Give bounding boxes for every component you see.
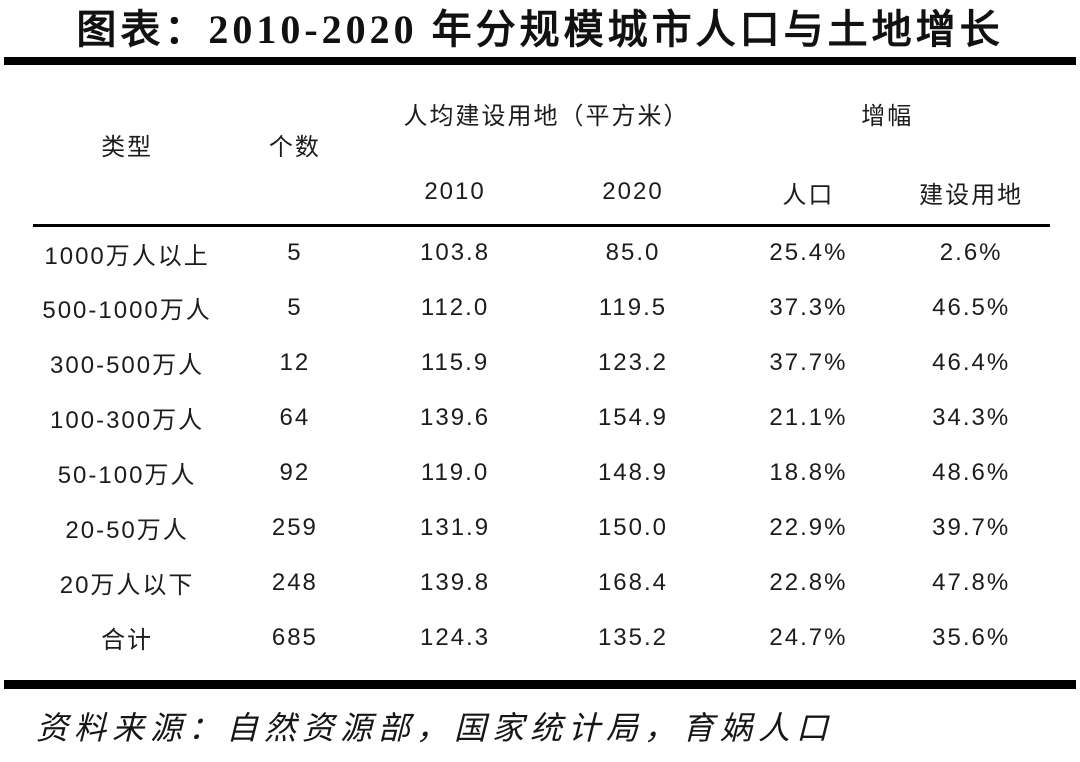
cell: 39.7% <box>932 513 1011 541</box>
row-label: 20万人以下 <box>59 572 195 599</box>
cell: 131.9 <box>420 513 491 541</box>
cell: 135.2 <box>597 623 669 651</box>
cell: 85.0 <box>605 239 661 267</box>
cell: 22.9% <box>769 513 848 541</box>
cell: 5 <box>287 239 303 267</box>
table-row: 20-50万人 259 131.9 150.0 22.9% 39.7% <box>33 500 1050 555</box>
cell: 35.6% <box>932 623 1011 651</box>
row-label: 50-100万人 <box>57 462 197 489</box>
col-header-population: 人口 <box>724 161 893 227</box>
row-label: 合计 <box>101 627 154 654</box>
source-note: 资料来源：自然资源部，国家统计局，育娲人口 <box>36 710 835 746</box>
cell: 123.2 <box>597 348 669 376</box>
table-header: 类型 个数 人均建设用地（平方米） 增幅 2010 2020 人口 建设用地 <box>33 65 1050 227</box>
col-header-2020: 2020 <box>541 161 725 227</box>
cell: 168.4 <box>597 568 669 596</box>
table-row: 50-100万人 92 119.0 148.9 18.8% 48.6% <box>33 445 1050 500</box>
cell: 2.6% <box>939 239 1003 267</box>
cell: 24.7% <box>769 623 848 651</box>
col-group-land-per-capita: 人均建设用地（平方米） <box>403 102 690 130</box>
table-body: 1000万人以上 5 103.8 85.0 25.4% 2.6% 500-1000万人 5 11… <box>33 225 1050 665</box>
figure-title: 图表：2010-2020 年分规模城市人口与土地增长 <box>76 7 1004 52</box>
cell: 46.5% <box>932 293 1011 321</box>
table-row: 1000万人以上 5 103.8 85.0 25.4% 2.6% <box>33 225 1050 280</box>
cell: 64 <box>279 403 311 431</box>
cell: 21.1% <box>769 403 848 431</box>
cell: 47.8% <box>932 568 1011 596</box>
col-header-type: 类型 <box>33 65 222 227</box>
col-group-growth: 增幅 <box>861 102 914 130</box>
cell: 685 <box>271 623 318 651</box>
cell: 119.0 <box>420 458 490 486</box>
title-divider <box>4 57 1076 65</box>
cell: 25.4% <box>769 239 848 267</box>
cell: 124.3 <box>420 623 491 651</box>
col-header-2010: 2010 <box>368 161 542 227</box>
table-row: 20万人以下 248 139.8 168.4 22.8% 47.8% <box>33 555 1050 610</box>
table-bottom-spacer <box>0 665 1080 677</box>
row-label: 20-50万人 <box>65 517 189 544</box>
header-group-row: 类型 个数 人均建设用地（平方米） 增幅 <box>33 65 1050 227</box>
cell: 148.9 <box>597 458 669 486</box>
cell: 34.3% <box>932 403 1011 431</box>
row-label: 100-300万人 <box>50 407 205 434</box>
cell: 115.9 <box>420 348 490 376</box>
table-row: 合计 685 124.3 135.2 24.7% 35.6% <box>33 610 1050 665</box>
cell: 37.7% <box>769 348 848 376</box>
header-sub-row: 2010 2020 人口 建设用地 <box>33 161 1050 227</box>
cell: 22.8% <box>769 568 848 596</box>
cell: 18.8% <box>769 458 848 486</box>
cell: 48.6% <box>932 458 1011 486</box>
cell: 37.3% <box>769 293 848 321</box>
row-label: 300-500万人 <box>50 352 205 379</box>
cell: 139.6 <box>420 403 491 431</box>
cell: 150.0 <box>597 513 669 541</box>
cell: 259 <box>271 513 318 541</box>
cell: 12 <box>279 348 311 376</box>
data-table: 类型 个数 人均建设用地（平方米） 增幅 2010 2020 人口 建设用地 1… <box>33 65 1050 665</box>
row-label: 500-1000万人 <box>42 297 212 324</box>
cell: 46.4% <box>932 348 1011 376</box>
cell: 92 <box>279 458 311 486</box>
col-header-construction-land: 建设用地 <box>892 161 1050 227</box>
cell: 119.5 <box>598 293 668 321</box>
cell: 5 <box>287 293 303 321</box>
cell: 154.9 <box>597 403 669 431</box>
cell: 248 <box>271 568 318 596</box>
footer-divider <box>4 680 1076 689</box>
col-header-count: 个数 <box>221 65 369 227</box>
row-label: 1000万人以上 <box>44 242 210 270</box>
cell: 103.8 <box>420 239 491 267</box>
table-row: 300-500万人 12 115.9 123.2 37.7% 46.4% <box>33 335 1050 390</box>
table-row: 500-1000万人 5 112.0 119.5 37.3% 46.5% <box>33 280 1050 335</box>
cell: 112.0 <box>420 293 490 321</box>
table-row: 100-300万人 64 139.6 154.9 21.1% 34.3% <box>33 390 1050 445</box>
cell: 139.8 <box>420 568 491 596</box>
